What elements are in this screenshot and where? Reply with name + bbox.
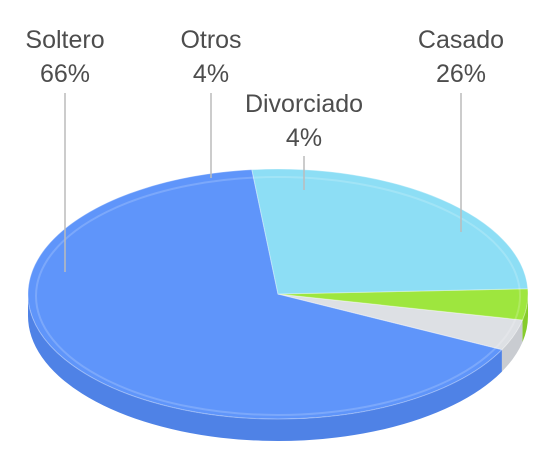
slice-label-divorciado: Divorciado [245,90,363,118]
slice-side-divorciado [522,294,528,342]
slice-value-casado: 26% [436,60,486,88]
slice-label-soltero: Soltero [25,26,104,54]
pie-rim-highlight [35,176,521,416]
slice-soltero[interactable] [27,169,503,420]
slice-divorciado[interactable] [277,288,529,321]
slice-labels: Soltero 66% Otros 4% Divorciado 4% Casado 26% [25,26,504,152]
slice-side-otros [501,319,523,372]
slice-value-soltero: 66% [40,60,90,88]
leader-lines [64,93,462,272]
pie-slices [27,168,529,420]
slice-value-divorciado: 4% [286,124,322,152]
slice-label-casado: Casado [418,26,504,54]
pie-depth [28,294,528,442]
slice-otros[interactable] [277,293,524,351]
slice-value-otros: 4% [193,60,229,88]
slice-side-soltero [28,294,502,442]
slice-casado[interactable] [251,168,529,295]
slice-label-otros: Otros [180,26,241,54]
